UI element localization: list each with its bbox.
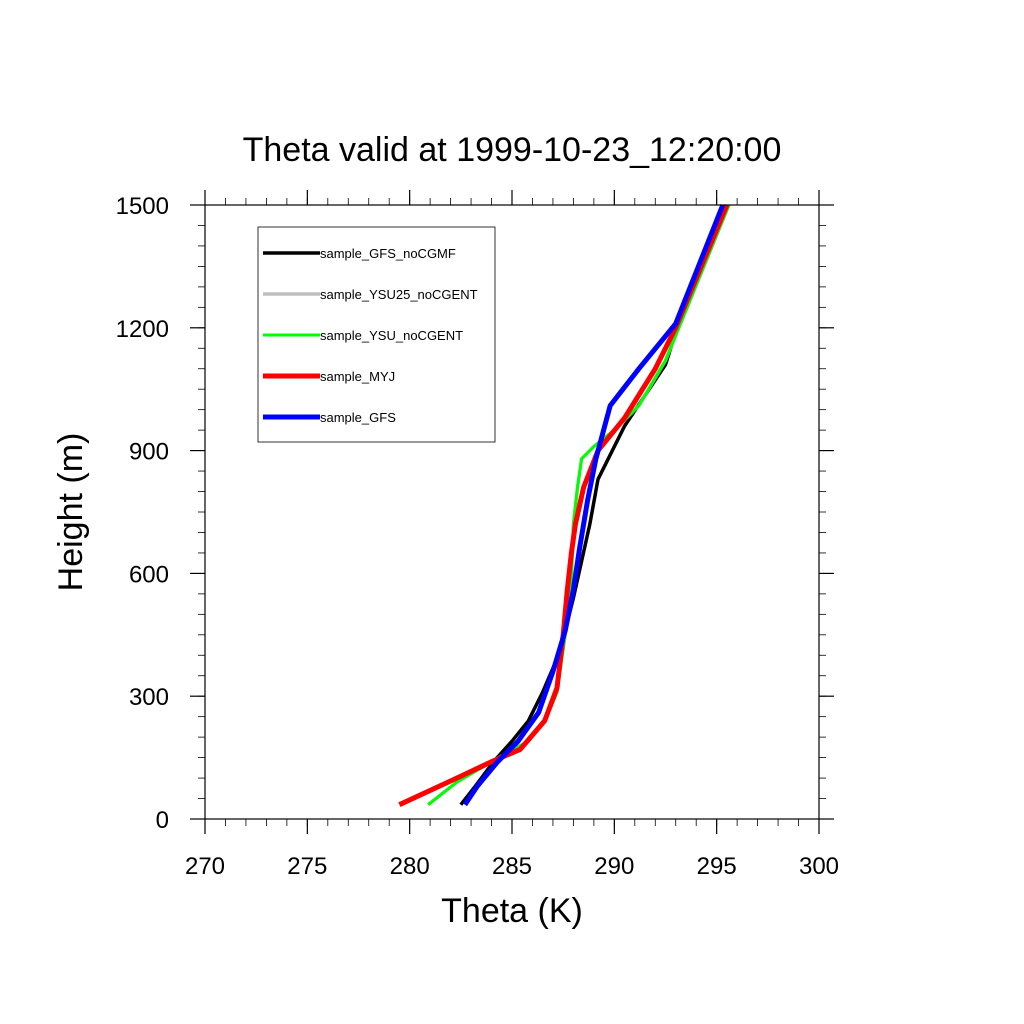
series-lines xyxy=(398,204,731,807)
x-tick-labels: 270 275 280 285 290 295 300 xyxy=(185,853,839,880)
plot-frame xyxy=(204,204,820,820)
legend-label: sample_YSU25_noCGENT xyxy=(320,287,478,302)
major-ticks xyxy=(190,190,834,834)
x-tick-label: 270 xyxy=(185,853,225,880)
x-tick-label: 285 xyxy=(492,853,532,880)
x-tick-label: 295 xyxy=(697,853,737,880)
x-tick-label: 280 xyxy=(390,853,430,880)
legend-label: sample_GFS xyxy=(320,410,396,425)
y-tick-label: 1500 xyxy=(116,193,169,220)
y-tick-label: 1200 xyxy=(116,316,169,343)
series-line-sample_GFS_noCGMF xyxy=(459,204,725,806)
y-axis-label: Height (m) xyxy=(52,433,90,592)
y-tick-label: 0 xyxy=(156,807,169,834)
legend-label: sample_YSU_noCGENT xyxy=(320,328,463,343)
y-tick-labels: 0 300 600 900 1200 1500 xyxy=(116,193,169,834)
x-tick-label: 290 xyxy=(594,853,634,880)
legend-label: sample_MYJ xyxy=(320,369,395,384)
series-line-sample_GFS xyxy=(462,204,726,807)
y-tick-label: 900 xyxy=(129,439,169,466)
x-tick-label: 275 xyxy=(287,853,327,880)
legend: sample_GFS_noCGMF sample_YSU25_noCGENTsam… xyxy=(257,226,496,443)
legend-label: sample_GFS_noCGMF xyxy=(320,246,456,261)
y-tick-label: 300 xyxy=(129,684,169,711)
chart-title: Theta valid at 1999-10-23_12:20:00 xyxy=(243,131,782,169)
y-tick-label: 600 xyxy=(129,561,169,588)
x-tick-label: 300 xyxy=(799,853,839,880)
x-axis-label: Theta (K) xyxy=(441,892,583,930)
